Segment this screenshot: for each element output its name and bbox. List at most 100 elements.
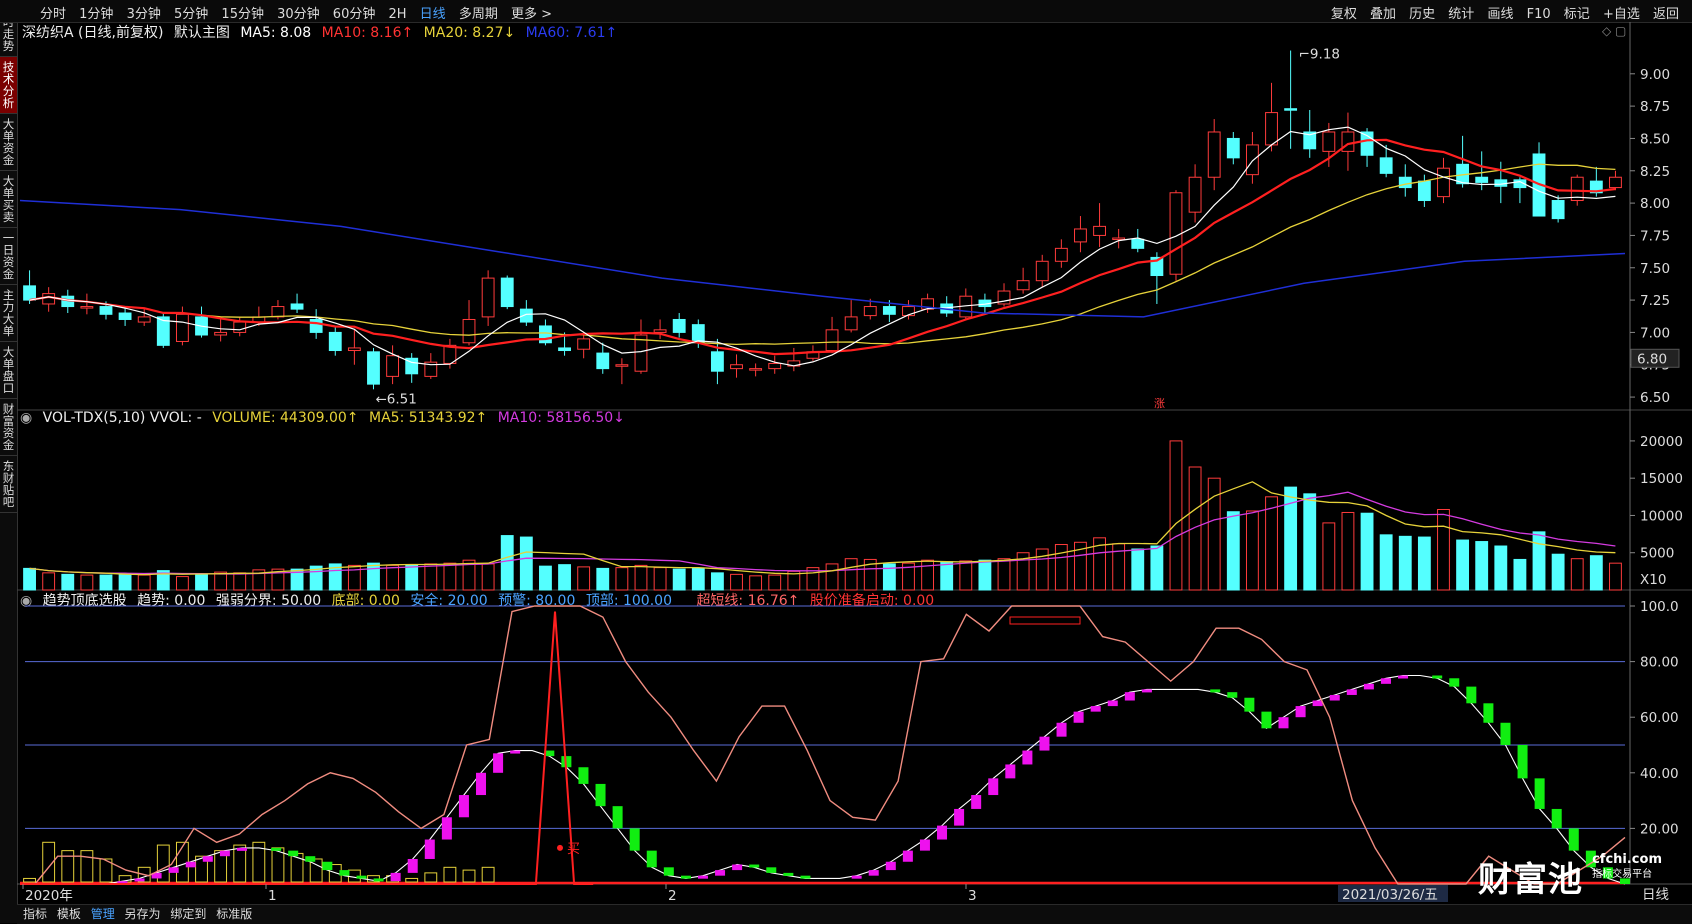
ma10-line — [29, 138, 1616, 356]
side-tab-daily-capital[interactable]: 一日资金 — [0, 228, 17, 285]
volume-readout: VOLUME: 44309.00↑ — [212, 410, 359, 426]
collapse-icon[interactable]: ◉ — [20, 593, 33, 609]
indicator-name[interactable]: 趋势顶底选股 — [42, 593, 127, 609]
low-price-label: ←6.51 — [375, 391, 416, 407]
date-tick-label: 2 — [668, 888, 677, 904]
short-term-bar — [23, 877, 36, 883]
candle — [443, 344, 457, 364]
panel-controls[interactable]: ◇ ▢ — [1602, 24, 1627, 38]
candle — [42, 293, 56, 305]
price-tick-label: 7.75 — [1640, 228, 1670, 244]
trend-step-bar — [919, 839, 930, 851]
volume-bar — [921, 559, 935, 591]
candle — [1150, 256, 1164, 277]
trend-step-bar — [1022, 750, 1033, 765]
trend-step-bar — [271, 847, 282, 851]
period-5min[interactable]: 5分钟 — [174, 7, 209, 22]
trend-step-bar — [458, 795, 469, 818]
price-tick-label: 8.00 — [1640, 196, 1670, 212]
trend-step-bar — [1449, 678, 1460, 687]
period-2h[interactable]: 2H — [388, 7, 407, 22]
template-button[interactable]: 模板 — [56, 907, 81, 921]
statistics-button[interactable]: 统计 — [1448, 7, 1475, 22]
candle — [902, 306, 915, 317]
f10-button[interactable]: F10 — [1526, 7, 1551, 22]
trend-step-bar — [134, 878, 145, 882]
trend-step-bar — [1261, 711, 1272, 729]
volume-bar — [1551, 553, 1565, 591]
side-tab-big-order-book[interactable]: 大单盘口 — [0, 342, 17, 399]
period-1min-timeshare[interactable]: 分时 — [40, 7, 67, 22]
period-toolbar: 分时 1分钟 3分钟 5分钟 15分钟 30分钟 60分钟 2H 日线 多周期 … — [0, 0, 1692, 23]
template-name[interactable]: 默认主图 — [173, 25, 230, 41]
restore-rights-button[interactable]: 复权 — [1330, 7, 1357, 22]
ma10-readout: MA10: 8.16↑ — [321, 25, 414, 41]
volume-bar — [405, 564, 419, 591]
draw-line-button[interactable]: 画线 — [1487, 7, 1514, 22]
period-more[interactable]: 更多 > — [510, 7, 553, 22]
candle — [519, 308, 533, 323]
period-60min[interactable]: 60分钟 — [332, 7, 376, 22]
candle — [615, 364, 629, 367]
save-as-button[interactable]: 另存为 — [124, 907, 161, 921]
trend-step-bar — [424, 839, 435, 859]
manage-button[interactable]: 管理 — [90, 907, 115, 921]
period-15min[interactable]: 15分钟 — [221, 7, 264, 22]
back-button[interactable]: 返回 — [1652, 7, 1679, 22]
volume-bar — [730, 573, 743, 591]
candle — [596, 352, 610, 370]
ma20-line — [29, 163, 1616, 346]
indicator-button[interactable]: 指标 — [23, 907, 48, 921]
period-label: 日线 — [1642, 887, 1669, 903]
volume-bar — [902, 562, 915, 591]
trend-step-bar — [1039, 736, 1050, 751]
side-tab-big-order-trades[interactable]: 大单买卖 — [0, 171, 17, 228]
volume-bar — [596, 567, 610, 591]
rise-marker: 涨 — [1154, 397, 1165, 410]
volume-bar — [844, 558, 858, 591]
trend-step-bar — [1602, 867, 1613, 879]
side-tab-main-force-orders[interactable]: 主力大单 — [0, 285, 17, 342]
volume-bar — [1379, 534, 1393, 591]
period-30min[interactable]: 30分钟 — [277, 7, 320, 22]
start-readout: 股价准备启动: 0.00 — [809, 593, 935, 609]
mark-button[interactable]: 标记 — [1563, 7, 1590, 22]
trend-step-bar — [851, 875, 862, 879]
add-watchlist-button[interactable]: +自选 — [1602, 7, 1640, 22]
volume-bar — [710, 572, 724, 591]
warn-readout: 预警: 80.00 — [498, 593, 576, 609]
trend-step-bar — [1227, 692, 1238, 698]
trend-step-bar — [680, 875, 691, 879]
short-term-bar — [443, 866, 457, 883]
period-1min[interactable]: 1分钟 — [79, 7, 114, 22]
price-tick-label: 9.00 — [1640, 67, 1670, 83]
candle — [749, 368, 763, 371]
volume-bar — [691, 567, 705, 591]
volume-bar — [1131, 548, 1145, 591]
volume-bar — [1169, 440, 1183, 591]
candle — [1322, 131, 1336, 152]
standard-edition-button[interactable]: 标准版 — [216, 907, 253, 921]
bottom-readout: 底部: 0.00 — [331, 593, 400, 609]
trend-step-bar — [732, 864, 743, 871]
stock-name[interactable]: 深纺织A (日线,前复权) — [22, 25, 164, 41]
ma5-readout: MA5: 8.08 — [240, 25, 312, 41]
overlay-button[interactable]: 叠加 — [1369, 7, 1396, 22]
period-3min[interactable]: 3分钟 — [126, 7, 161, 22]
trend-step-bar — [117, 881, 128, 885]
side-tab-wealth-capital[interactable]: 财富资金 — [0, 399, 17, 456]
bind-to-button[interactable]: 绑定到 — [170, 907, 207, 921]
side-tab-big-order-capital[interactable]: 大单资金 — [0, 114, 17, 171]
period-multi[interactable]: 多周期 — [458, 7, 498, 22]
history-button[interactable]: 历史 — [1409, 7, 1436, 22]
side-tab-technical-analysis[interactable]: 技术分析 — [0, 57, 17, 114]
volume-indicator-name[interactable]: VOL-TDX(5,10) VVOL: - — [42, 410, 202, 426]
period-daily[interactable]: 日线 — [419, 7, 446, 22]
candle — [156, 316, 170, 346]
side-tab-forum[interactable]: 东财贴吧 — [0, 456, 17, 513]
volume-bar — [1265, 496, 1278, 591]
trend-step-bar — [305, 856, 316, 862]
volume-bar — [1284, 486, 1298, 591]
collapse-icon[interactable]: ◉ — [20, 410, 33, 426]
